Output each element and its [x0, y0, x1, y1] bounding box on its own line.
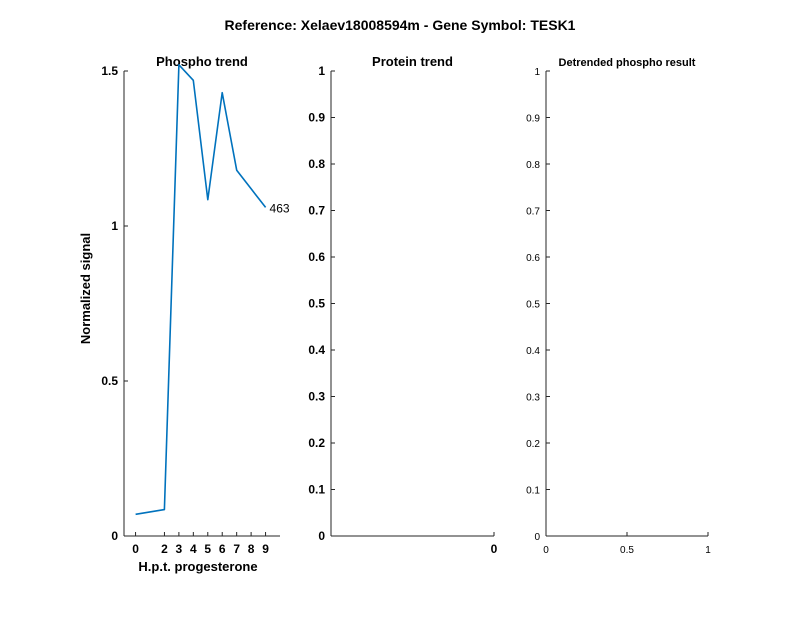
y-tick-label: 1.5 — [101, 64, 118, 78]
x-tick-label: 8 — [248, 542, 255, 556]
y-tick-label: 0.3 — [526, 393, 540, 404]
x-tick-label: 6 — [219, 542, 226, 556]
x-tick-label: 3 — [176, 542, 183, 556]
x-tick-label: 1 — [705, 545, 711, 556]
detrended-phospho-panel: Detrended phospho result 0 0.1 0.2 0.3 0.4 0.5… — [526, 57, 711, 556]
y-tick-label: 0.2 — [526, 439, 540, 450]
y-tick-label: 0.8 — [308, 157, 325, 171]
x-axis-label: H.p.t. progesterone — [138, 559, 257, 574]
protein-trend-panel: Protein trend 0 0.1 0.2 0.3 0.4 0.5 0.6 0.7 0.8 0.… — [308, 54, 497, 556]
y-tick-label: 0.6 — [526, 253, 540, 264]
x-tick-label: 2 — [161, 542, 168, 556]
y-tick-label: 1 — [318, 64, 325, 78]
x-tick-label: 5 — [204, 542, 211, 556]
y-tick-label: 0.5 — [308, 297, 325, 311]
x-tick-label: 0 — [491, 542, 498, 556]
x-tick-label: 0.5 — [620, 545, 634, 556]
y-axis-label: Normalized signal — [78, 233, 93, 344]
y-tick-label: 0.5 — [526, 300, 540, 311]
y-tick-label: 0.9 — [526, 114, 540, 125]
y-tick-label: 0.5 — [101, 374, 118, 388]
y-tick-label: 0.3 — [308, 390, 325, 404]
x-tick-label: 7 — [233, 542, 240, 556]
y-tick-label: 0 — [534, 532, 540, 543]
panel-title: Detrended phospho result — [559, 57, 696, 69]
x-tick-label: 9 — [262, 542, 269, 556]
y-tick-label: 0.2 — [308, 436, 325, 450]
y-tick-label: 1 — [111, 219, 118, 233]
series-end-label: 463 — [270, 201, 290, 215]
y-tick-label: 0.4 — [526, 346, 540, 357]
y-tick-label: 0.7 — [308, 204, 325, 218]
y-tick-label: 0.8 — [526, 160, 540, 171]
panel-title: Protein trend — [372, 54, 453, 69]
y-tick-label: 0.9 — [308, 111, 325, 125]
panel-title: Phospho trend — [156, 54, 248, 69]
x-tick-label: 0 — [132, 542, 139, 556]
figure-suptitle: Reference: Xelaev18008594m - Gene Symbol… — [225, 17, 576, 33]
y-tick-label: 1 — [534, 67, 540, 78]
x-tick-label: 4 — [190, 542, 197, 556]
y-tick-label: 0.7 — [526, 207, 540, 218]
y-tick-label: 0.1 — [308, 483, 325, 497]
y-tick-label: 0 — [318, 529, 325, 543]
y-tick-label: 0 — [111, 529, 118, 543]
series-line — [135, 64, 267, 516]
x-tick-label: 0 — [543, 545, 549, 556]
phospho-trend-panel: Phospho trend 0 0.5 1 1.5 0 2 3 4 5 6 7 8 9 H.p.t. pro… — [78, 54, 290, 574]
y-tick-label: 0.1 — [526, 486, 540, 497]
y-tick-label: 0.6 — [308, 250, 325, 264]
y-tick-label: 0.4 — [308, 343, 325, 357]
